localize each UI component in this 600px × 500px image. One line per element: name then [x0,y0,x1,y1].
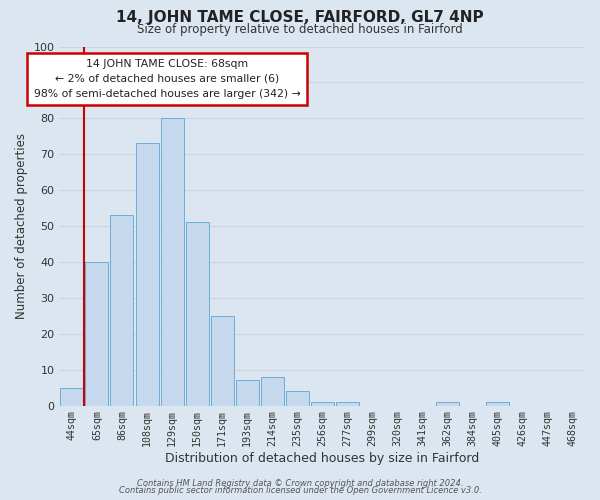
Text: Size of property relative to detached houses in Fairford: Size of property relative to detached ho… [137,22,463,36]
Text: 14, JOHN TAME CLOSE, FAIRFORD, GL7 4NP: 14, JOHN TAME CLOSE, FAIRFORD, GL7 4NP [116,10,484,25]
Y-axis label: Number of detached properties: Number of detached properties [15,133,28,319]
Bar [61,388,83,406]
Bar [185,222,209,406]
Bar [486,402,509,406]
Bar [336,402,359,406]
Text: Contains public sector information licensed under the Open Government Licence v3: Contains public sector information licen… [119,486,481,495]
Bar [136,144,158,406]
Bar [85,262,109,406]
Text: Contains HM Land Registry data © Crown copyright and database right 2024.: Contains HM Land Registry data © Crown c… [137,478,463,488]
Bar [211,316,233,406]
Text: 14 JOHN TAME CLOSE: 68sqm
← 2% of detached houses are smaller (6)
98% of semi-de: 14 JOHN TAME CLOSE: 68sqm ← 2% of detach… [34,59,301,98]
Bar [236,380,259,406]
Bar [110,216,133,406]
Bar [161,118,184,406]
Bar [286,391,308,406]
Bar [311,402,334,406]
Bar [436,402,459,406]
Bar [260,377,284,406]
X-axis label: Distribution of detached houses by size in Fairford: Distribution of detached houses by size … [165,452,479,465]
